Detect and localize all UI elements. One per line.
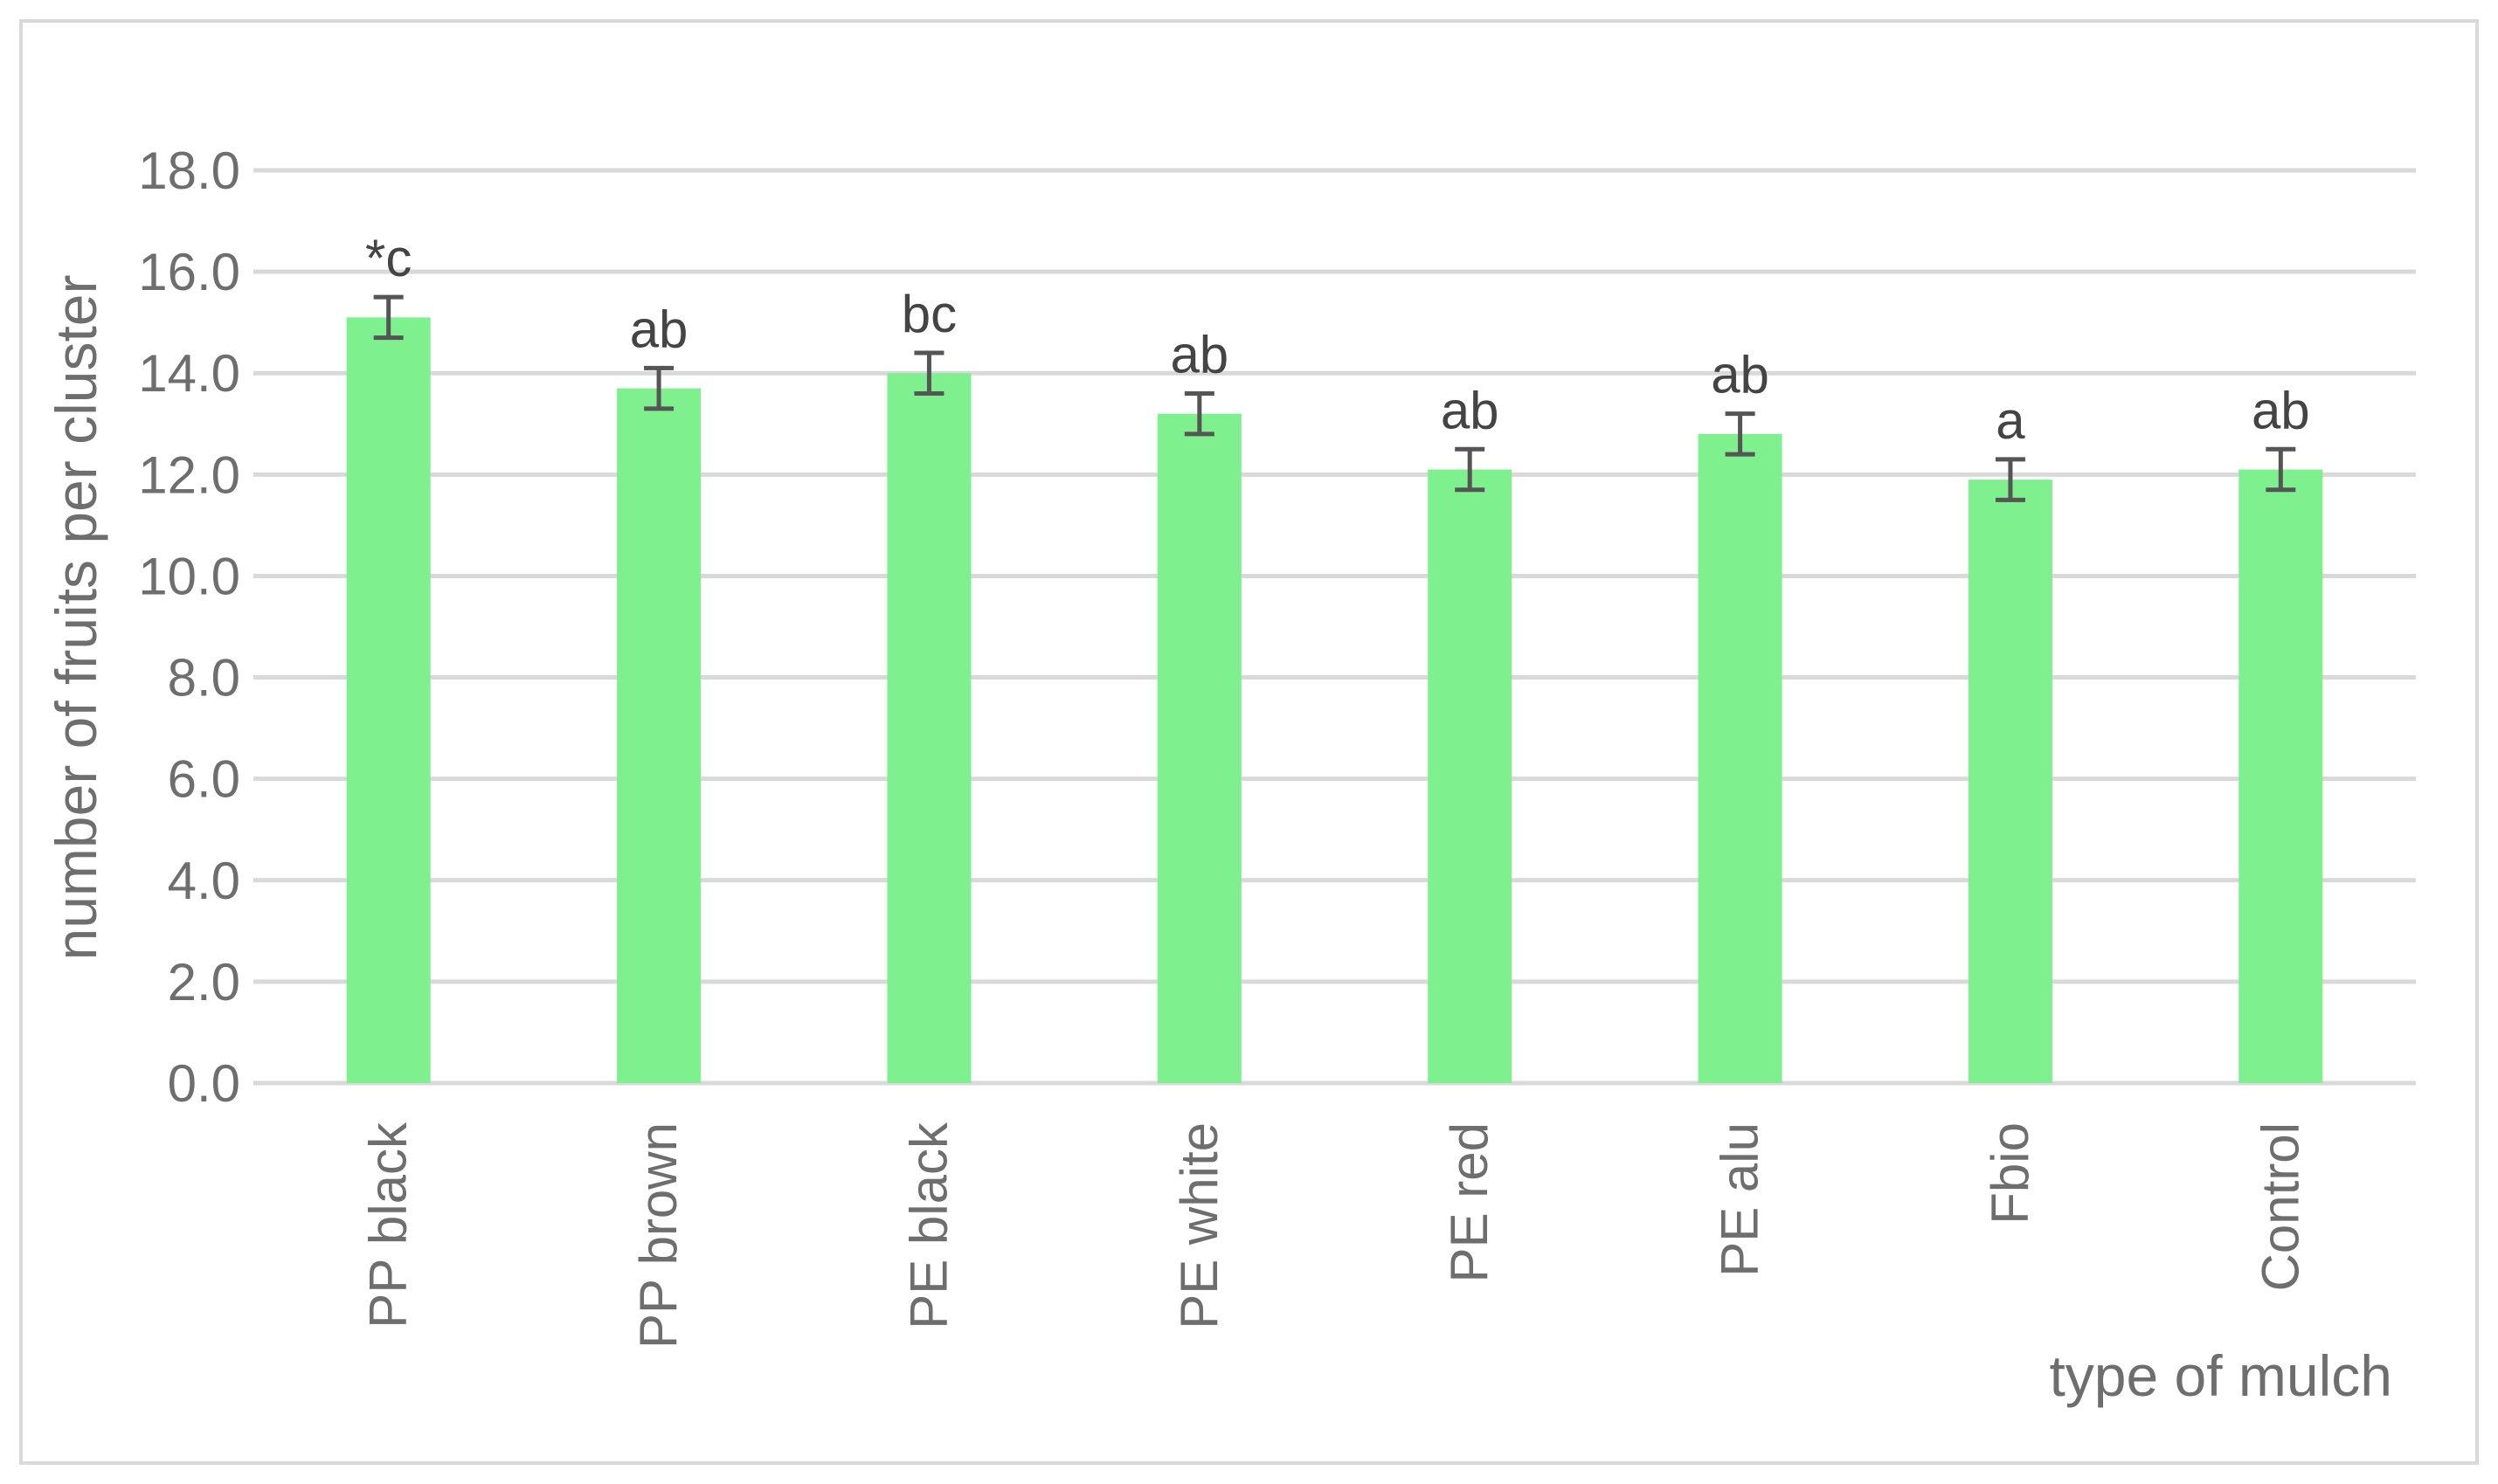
x-tick-label: PE white <box>1170 1122 1228 1329</box>
y-tick-labels: 0.0 2.0 4.0 6.0 8.0 10.0 12.0 14.0 16.0 18.0 <box>138 141 240 1113</box>
significance-label: *c <box>365 229 412 287</box>
x-tick-label: PE red <box>1440 1122 1498 1282</box>
y-tick-label: 0.0 <box>168 1054 240 1113</box>
x-tick-label: Control <box>2251 1122 2309 1291</box>
y-tick-label: 18.0 <box>138 141 240 200</box>
gridlines <box>253 168 2416 1086</box>
significance-label: ab <box>1170 325 1228 383</box>
x-tick-label: PE black <box>899 1122 958 1329</box>
y-tick-label: 12.0 <box>138 445 240 504</box>
error-bar <box>914 350 945 396</box>
significance-label: a <box>1996 391 2025 450</box>
y-tick-label: 6.0 <box>168 750 240 809</box>
bar <box>346 317 431 1084</box>
bar <box>617 388 702 1083</box>
x-tick-labels: PP black PP brown PE black PE white PE red PE… <box>359 1122 2310 1349</box>
bars <box>346 317 2323 1084</box>
y-tick-label: 14.0 <box>138 344 240 403</box>
error-bar <box>2266 446 2296 493</box>
y-tick-label: 2.0 <box>168 953 240 1011</box>
y-tick-label: 16.0 <box>138 243 240 301</box>
bar <box>1698 433 1782 1083</box>
bar <box>1428 469 1512 1083</box>
x-tick-label: PE alu <box>1711 1122 1769 1277</box>
significance-label: ab <box>1711 346 1769 404</box>
x-tick-label: PP brown <box>629 1122 688 1349</box>
bar <box>1968 480 2052 1083</box>
error-bars <box>373 294 2296 502</box>
significance-label: ab <box>1441 381 1499 439</box>
x-tick-label: Fbio <box>1981 1122 2039 1225</box>
bar <box>1157 413 1242 1084</box>
x-axis-title: type of mulch <box>2049 1343 2392 1408</box>
error-bar <box>373 294 404 341</box>
error-bar <box>1184 390 1214 437</box>
y-tick-label: 4.0 <box>168 852 240 910</box>
y-axis-title: number of fruits per cluster <box>44 275 108 961</box>
error-bar <box>644 365 675 411</box>
error-bar <box>1995 457 2025 502</box>
significance-label: ab <box>630 300 689 358</box>
x-tick-label: PP black <box>359 1122 418 1329</box>
significance-label: ab <box>2252 381 2310 439</box>
bar <box>887 373 972 1083</box>
significance-labels: *c ab bc ab ab ab a ab <box>365 229 2310 450</box>
bar <box>2239 469 2323 1083</box>
y-tick-label: 8.0 <box>168 649 240 707</box>
error-bar <box>1725 411 1755 457</box>
y-tick-label: 10.0 <box>138 547 240 605</box>
significance-label: bc <box>902 285 957 343</box>
error-bar <box>1455 446 1485 493</box>
